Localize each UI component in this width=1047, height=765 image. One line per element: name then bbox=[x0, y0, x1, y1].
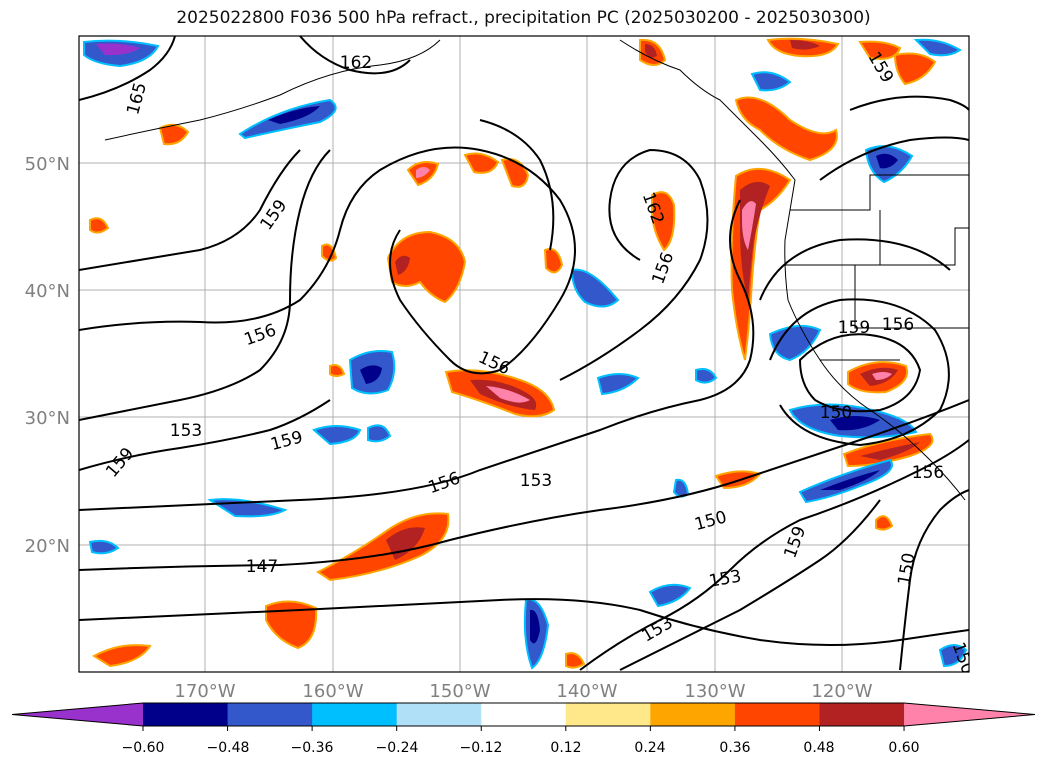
colorbar-segment bbox=[481, 703, 567, 726]
contour-label: 156 bbox=[882, 315, 914, 335]
colorbar-tick: 0.60 bbox=[888, 740, 919, 756]
colorbar-tick: −0.24 bbox=[376, 740, 419, 756]
contour-label: 153 bbox=[520, 471, 552, 491]
graticule bbox=[79, 36, 969, 672]
longitude-labels: 170°W 160°W 150°W 140°W 130°W 120°W bbox=[174, 681, 872, 702]
contour-label: 150 bbox=[820, 403, 852, 423]
contour-label: 159 bbox=[838, 318, 870, 338]
lon-label: 170°W bbox=[174, 681, 235, 702]
colorbar-tick: −0.12 bbox=[460, 740, 503, 756]
map-border bbox=[78, 35, 970, 673]
colorbar-tick: −0.48 bbox=[207, 740, 250, 756]
colorbar-segment bbox=[227, 703, 313, 726]
lon-label: 120°W bbox=[811, 681, 872, 702]
colorbar-tick: −0.36 bbox=[291, 740, 334, 756]
chart-title: 2025022800 F036 500 hPa refract., precip… bbox=[176, 8, 871, 28]
colorbar-segment bbox=[143, 703, 229, 726]
colorbar-segment bbox=[650, 703, 736, 726]
precip-anomaly-shading bbox=[83, 37, 968, 670]
colorbar-tick: 0.12 bbox=[550, 740, 581, 756]
lon-label: 150°W bbox=[429, 681, 490, 702]
colorbar-segment bbox=[312, 703, 398, 726]
coastlines bbox=[104, 39, 969, 501]
contour-label: 153 bbox=[170, 421, 202, 441]
colorbar-segment bbox=[565, 703, 651, 726]
colorbar-extend-right bbox=[904, 703, 1035, 726]
lon-label: 130°W bbox=[684, 681, 745, 702]
colorbar-segment bbox=[396, 703, 482, 726]
colorbar-tick: 0.24 bbox=[634, 740, 665, 756]
colorbar-tick: −0.60 bbox=[122, 740, 165, 756]
contour-label: 162 bbox=[340, 53, 372, 73]
colorbar-tick: 0.48 bbox=[803, 740, 834, 756]
lat-label: 30°N bbox=[25, 408, 70, 429]
lat-label: 20°N bbox=[25, 536, 70, 557]
colorbar-segment bbox=[819, 703, 905, 726]
colorbar-tick: 0.36 bbox=[719, 740, 750, 756]
colorbar bbox=[11, 702, 1036, 731]
contour-label: 156 bbox=[912, 463, 944, 483]
latitude-labels: 50°N 40°N 30°N 20°N bbox=[25, 154, 70, 557]
colorbar-segment bbox=[734, 703, 820, 726]
lon-label: 160°W bbox=[302, 681, 363, 702]
refractivity-contours bbox=[79, 36, 969, 671]
colorbar-tick-labels: −0.60 −0.48 −0.36 −0.24 −0.12 0.12 0.24 … bbox=[122, 740, 920, 756]
lat-label: 40°N bbox=[25, 281, 70, 302]
lon-label: 140°W bbox=[556, 681, 617, 702]
lat-label: 50°N bbox=[25, 154, 70, 175]
colorbar-extend-left bbox=[12, 703, 143, 726]
contour-label: 147 bbox=[246, 557, 278, 577]
